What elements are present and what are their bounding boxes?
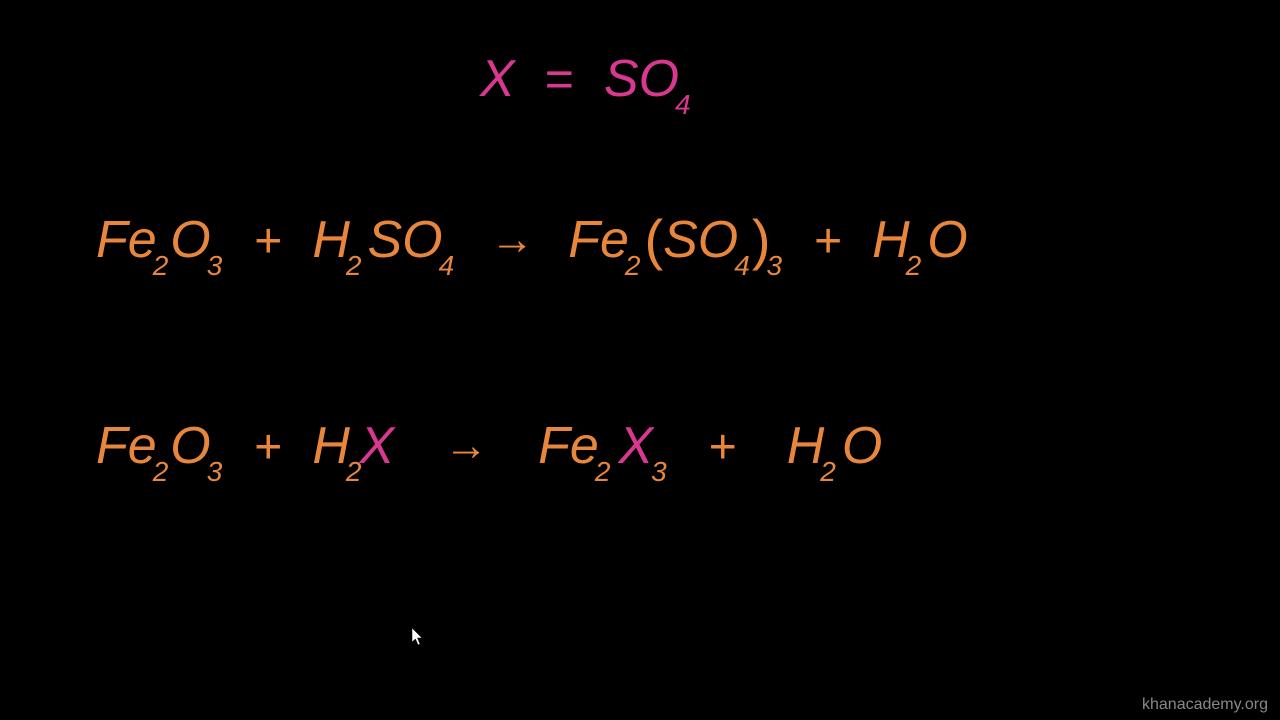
subscript-2: 2 bbox=[625, 252, 641, 280]
subscript-3: 3 bbox=[207, 252, 223, 280]
subscript-2: 2 bbox=[906, 252, 922, 280]
substitution-definition: X = S O 4 bbox=[480, 50, 693, 108]
iron-symbol: Fe bbox=[538, 420, 599, 472]
subscript-2: 2 bbox=[346, 252, 362, 280]
iron-symbol: Fe bbox=[96, 420, 157, 472]
hydrogen-symbol: H bbox=[872, 214, 910, 266]
subscript-3: 3 bbox=[207, 458, 223, 486]
subscript-2: 2 bbox=[820, 458, 836, 486]
oxygen-symbol: O bbox=[842, 420, 882, 472]
subscript-3: 3 bbox=[766, 252, 782, 280]
plus-operator: + bbox=[814, 218, 842, 266]
hydrogen-symbol: H bbox=[312, 214, 350, 266]
reaction-arrow: → bbox=[490, 218, 534, 262]
oxygen-symbol: O bbox=[927, 214, 967, 266]
subscript-2: 2 bbox=[153, 252, 169, 280]
oxygen-symbol: O bbox=[170, 214, 210, 266]
subscript-3: 3 bbox=[651, 458, 667, 486]
variable-x: X bbox=[359, 420, 394, 472]
plus-operator: + bbox=[254, 218, 282, 266]
sulfur-symbol: S bbox=[663, 214, 698, 266]
variable-x: X bbox=[618, 420, 653, 472]
hydrogen-symbol: H bbox=[312, 420, 350, 472]
variable-x: X bbox=[480, 53, 515, 105]
subscript-2: 2 bbox=[346, 458, 362, 486]
left-paren: ( bbox=[644, 212, 663, 268]
oxygen-symbol: O bbox=[698, 214, 738, 266]
subscript-2: 2 bbox=[153, 458, 169, 486]
oxygen-symbol: O bbox=[402, 214, 442, 266]
watermark-text: khanacademy.org bbox=[1142, 696, 1268, 714]
oxygen: O bbox=[639, 53, 679, 105]
cursor-icon bbox=[412, 628, 424, 646]
chemical-equation-substituted: Fe 2 O 3 + H 2 X → Fe 2 X 3 + H 2 O bbox=[94, 420, 884, 472]
chemical-equation-full: Fe 2 O 3 + H 2 S O 4 → Fe 2 ( S O 4 ) 3 … bbox=[94, 210, 970, 266]
sulfur: S bbox=[604, 53, 639, 105]
reaction-arrow: → bbox=[444, 424, 488, 468]
hydrogen-symbol: H bbox=[787, 420, 825, 472]
oxygen-symbol: O bbox=[170, 420, 210, 472]
plus-operator: + bbox=[709, 424, 737, 472]
subscript-4: 4 bbox=[734, 252, 750, 280]
subscript-4: 4 bbox=[439, 252, 455, 280]
subscript-2: 2 bbox=[595, 458, 611, 486]
iron-symbol: Fe bbox=[568, 214, 629, 266]
equals-sign: = bbox=[545, 50, 574, 108]
subscript-4: 4 bbox=[675, 91, 691, 119]
iron-symbol: Fe bbox=[96, 214, 157, 266]
sulfur-symbol: S bbox=[367, 214, 402, 266]
plus-operator: + bbox=[254, 424, 282, 472]
